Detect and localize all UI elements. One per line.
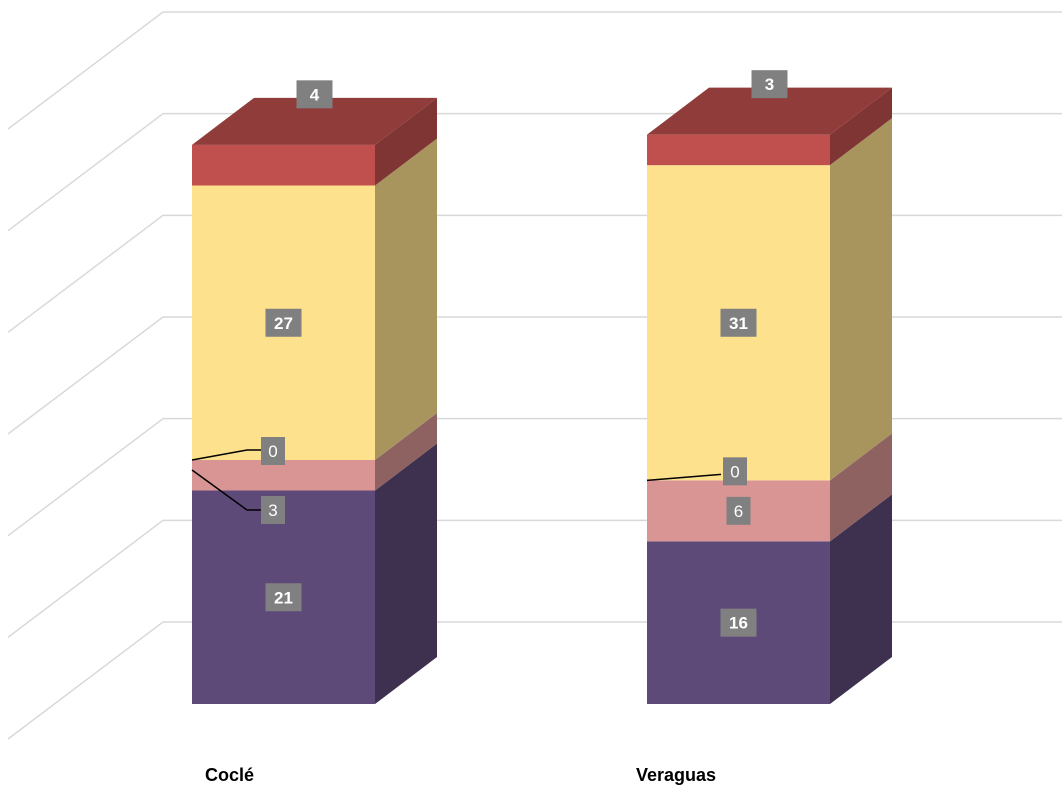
gridline-wall xyxy=(8,622,163,739)
data-label-text: 16 xyxy=(729,614,748,633)
gridline-wall xyxy=(8,317,163,434)
data-label-text: 31 xyxy=(729,314,748,333)
gridline-wall xyxy=(8,12,163,129)
data-label-cocle-series-4: 27 xyxy=(266,309,302,337)
data-label-text: 0 xyxy=(730,462,739,481)
gridlines xyxy=(8,12,1062,739)
data-label-cocle-series-3: 0 xyxy=(261,437,285,465)
bar-stacks xyxy=(192,88,892,704)
bar-side-face xyxy=(830,118,892,480)
data-label-veraguas-series-2: 6 xyxy=(727,497,751,525)
gridline-wall xyxy=(8,419,163,536)
data-label-veraguas-series-3: 0 xyxy=(723,457,747,485)
category-label-veraguas: Veraguas xyxy=(636,765,716,785)
category-label-cocle: Coclé xyxy=(205,765,254,785)
data-label-text: 4 xyxy=(310,85,320,104)
data-label-cocle-series-1: 21 xyxy=(266,583,302,611)
data-label-text: 27 xyxy=(274,314,293,333)
data-label-text: 3 xyxy=(765,75,774,94)
bar-side-face xyxy=(375,139,437,461)
data-label-veraguas-series-5: 3 xyxy=(752,70,788,98)
data-label-cocle-series-2: 3 xyxy=(261,496,285,524)
data-label-text: 21 xyxy=(274,588,293,607)
data-label-cocle-series-5: 4 xyxy=(297,80,333,108)
bar-front-face xyxy=(647,135,830,166)
gridline-wall xyxy=(8,215,163,332)
bar-segment-veraguas-series-4 xyxy=(647,118,892,480)
gridline-wall xyxy=(8,114,163,231)
bar-segment-cocle-series-4 xyxy=(192,139,437,461)
data-label-text: 6 xyxy=(734,502,743,521)
category-labels: Coclé Veraguas xyxy=(205,765,716,785)
data-label-text: 0 xyxy=(268,442,277,461)
data-label-veraguas-series-1: 16 xyxy=(721,609,757,637)
gridline-wall xyxy=(8,520,163,637)
data-label-veraguas-series-4: 31 xyxy=(721,309,757,337)
data-label-text: 3 xyxy=(268,501,277,520)
bar-front-face xyxy=(192,145,375,186)
